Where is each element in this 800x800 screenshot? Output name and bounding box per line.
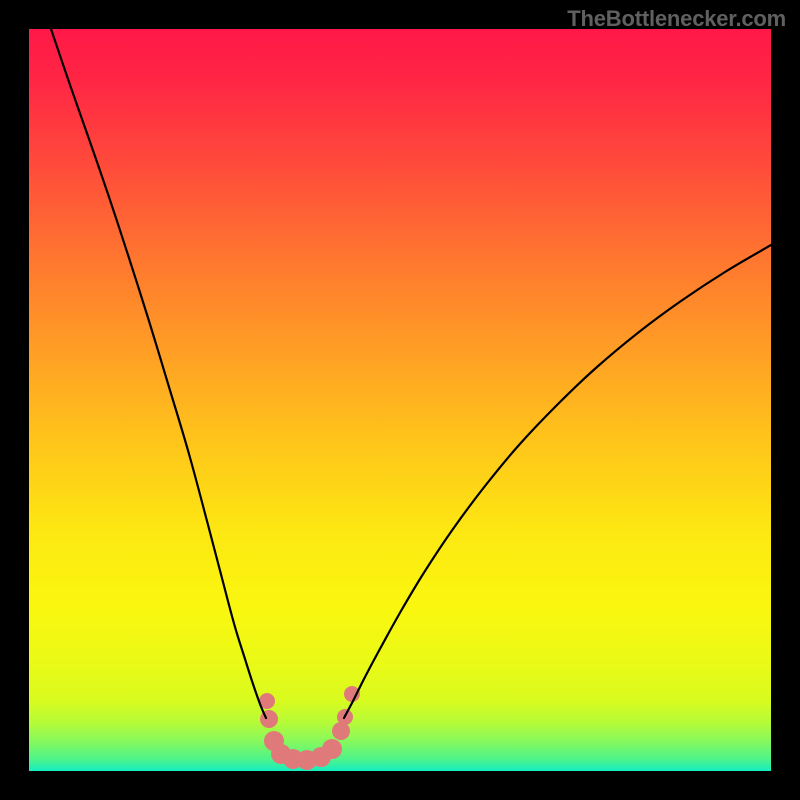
curve-right: [344, 245, 771, 718]
watermark-text: TheBottlenecker.com: [567, 6, 786, 32]
plot-area: [29, 29, 771, 771]
valley-markers: [259, 686, 360, 770]
valley-marker: [322, 739, 342, 759]
curve-layer: [29, 29, 771, 771]
curve-left: [51, 29, 266, 718]
outer-frame: TheBottlenecker.com: [0, 0, 800, 800]
valley-marker: [332, 722, 350, 740]
